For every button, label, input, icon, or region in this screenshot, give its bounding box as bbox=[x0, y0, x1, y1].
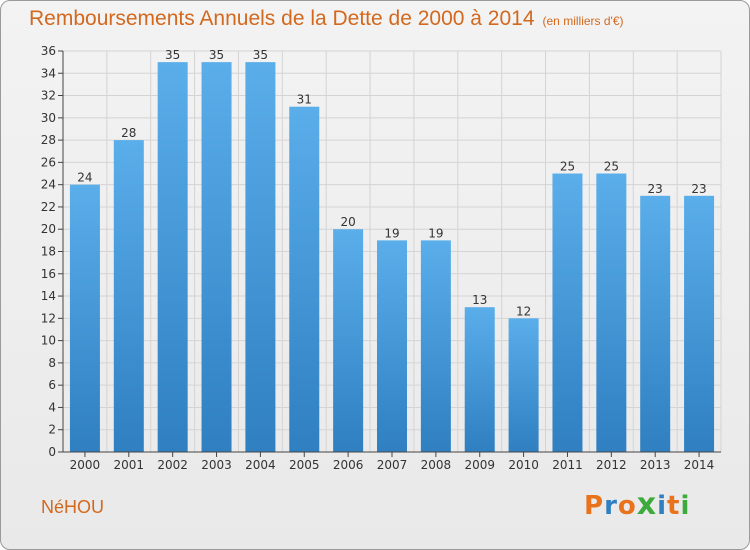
x-tick-label-2012: 2012 bbox=[596, 458, 627, 472]
bar-2014 bbox=[684, 195, 715, 453]
value-label-2010: 12 bbox=[516, 304, 531, 318]
y-tick-label: 0 bbox=[48, 445, 56, 459]
chart-subtitle: (en milliers d'€) bbox=[542, 14, 624, 28]
x-tick-label-2010: 2010 bbox=[508, 458, 539, 472]
logo-letter: i bbox=[657, 491, 668, 521]
x-tick-label-2008: 2008 bbox=[421, 458, 452, 472]
logo-letter: i bbox=[680, 491, 691, 521]
y-tick-label: 18 bbox=[41, 245, 56, 259]
value-label-2007: 19 bbox=[384, 226, 399, 240]
chart-title: Remboursements Annuels de la Dette de 20… bbox=[29, 7, 624, 31]
y-tick-label: 6 bbox=[48, 378, 56, 392]
value-label-2014: 23 bbox=[691, 182, 706, 196]
bar-2011 bbox=[552, 173, 583, 452]
bar-2000 bbox=[69, 184, 100, 452]
x-tick-label-2001: 2001 bbox=[114, 458, 145, 472]
bar-2001 bbox=[113, 140, 144, 452]
value-label-2008: 19 bbox=[428, 226, 443, 240]
x-tick-label-2007: 2007 bbox=[377, 458, 408, 472]
y-tick-label: 2 bbox=[48, 423, 56, 437]
bar-2010 bbox=[508, 318, 539, 452]
value-label-2011: 25 bbox=[560, 160, 575, 174]
value-label-2000: 24 bbox=[77, 171, 92, 185]
x-tick-label-2005: 2005 bbox=[289, 458, 320, 472]
value-label-2005: 31 bbox=[297, 93, 312, 107]
bar-2005 bbox=[289, 106, 320, 452]
bar-2006 bbox=[333, 229, 364, 452]
logo-letter: o bbox=[617, 491, 637, 521]
logo-letter: t bbox=[667, 491, 681, 521]
y-tick-label: 34 bbox=[41, 66, 56, 80]
proxiti-logo: Proxiti bbox=[584, 487, 690, 522]
bar-2002 bbox=[157, 62, 188, 453]
chart-title-text: Remboursements Annuels de la Dette de 20… bbox=[29, 7, 535, 30]
y-tick-label: 22 bbox=[41, 200, 56, 214]
x-tick-label-2003: 2003 bbox=[201, 458, 232, 472]
y-tick-label: 26 bbox=[41, 155, 56, 169]
bar-2004 bbox=[245, 62, 276, 453]
value-label-2002: 35 bbox=[165, 48, 180, 62]
value-label-2004: 35 bbox=[253, 48, 268, 62]
y-tick-label: 16 bbox=[41, 267, 56, 281]
x-tick-label-2009: 2009 bbox=[464, 458, 495, 472]
bars: 24 28 35 35 35 31 20 19 19 13 12 25 25 23 23 bbox=[69, 48, 715, 453]
value-label-2003: 35 bbox=[209, 48, 224, 62]
y-tick-label: 30 bbox=[41, 111, 56, 125]
y-tick-label: 14 bbox=[41, 289, 56, 303]
value-label-2013: 23 bbox=[648, 182, 663, 196]
x-tick-label-2014: 2014 bbox=[684, 458, 715, 472]
value-label-2001: 28 bbox=[121, 126, 136, 140]
y-tick-label: 12 bbox=[41, 311, 56, 325]
bar-2007 bbox=[377, 240, 407, 452]
x-tick-label-2013: 2013 bbox=[640, 458, 671, 472]
y-tick-label: 24 bbox=[41, 178, 56, 192]
bar-2008 bbox=[420, 240, 451, 452]
y-tick-label: 20 bbox=[41, 222, 56, 236]
value-label-2012: 25 bbox=[604, 160, 619, 174]
y-tick-label: 32 bbox=[41, 89, 56, 103]
commune-name: NéHOU bbox=[41, 497, 105, 517]
y-tick-label: 36 bbox=[41, 44, 56, 58]
x-tick-label-2004: 2004 bbox=[245, 458, 276, 472]
logo-letter: x bbox=[636, 487, 658, 522]
y-tick-label: 4 bbox=[48, 400, 56, 414]
y-tick-label: 28 bbox=[41, 133, 56, 147]
y-tick-label: 10 bbox=[41, 334, 56, 348]
x-tick-label-2011: 2011 bbox=[552, 458, 583, 472]
bar-2009 bbox=[464, 307, 495, 452]
value-label-2006: 20 bbox=[340, 215, 355, 229]
y-tick-label: 8 bbox=[48, 356, 56, 370]
bar-2013 bbox=[640, 195, 671, 453]
value-label-2009: 13 bbox=[472, 293, 487, 307]
x-tick-label-2000: 2000 bbox=[70, 458, 101, 472]
logo-letter: P bbox=[584, 491, 605, 521]
bar-2012 bbox=[596, 173, 627, 452]
x-tick-label-2002: 2002 bbox=[157, 458, 188, 472]
x-tick-label-2006: 2006 bbox=[333, 458, 364, 472]
bar-2003 bbox=[201, 62, 232, 453]
logo-letter: r bbox=[604, 491, 618, 521]
